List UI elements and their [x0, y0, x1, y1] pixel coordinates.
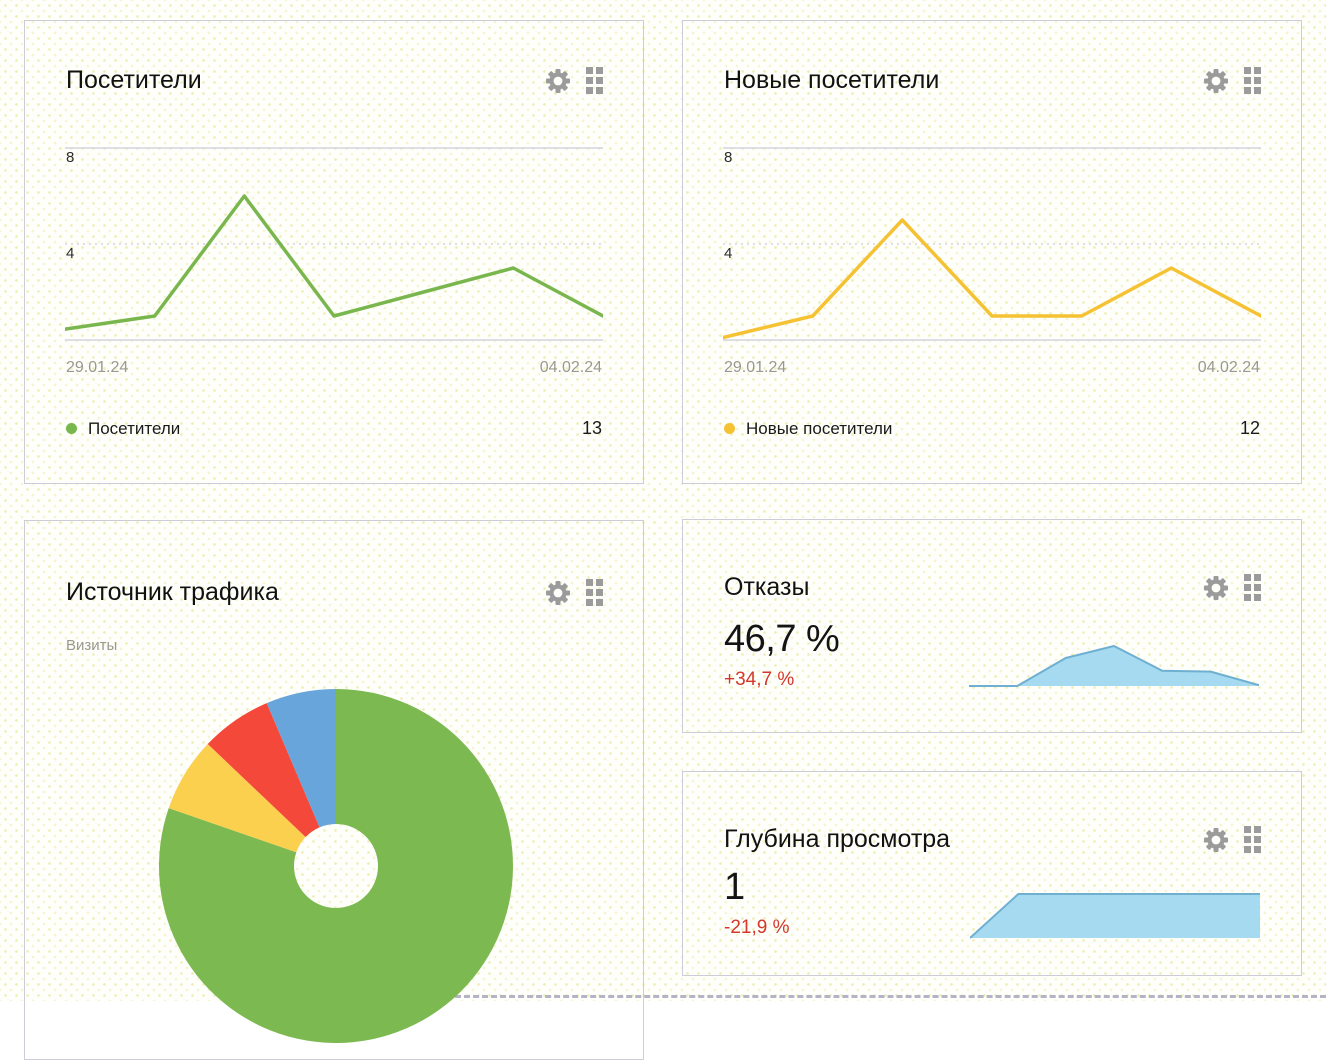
- widget-title: Посетители: [66, 66, 202, 94]
- widget-title: Новые посетители: [724, 66, 940, 94]
- x-axis-end-date: 04.02.24: [539, 359, 602, 376]
- traffic-source-donut-chart[interactable]: [151, 681, 521, 1051]
- widget-subtitle: Визиты: [66, 637, 118, 654]
- legend-label: Новые посетители: [746, 418, 893, 438]
- legend-dot: [66, 423, 77, 434]
- settings-gear-icon[interactable]: [1203, 827, 1229, 853]
- x-axis-labels: 29.01.24 04.02.24: [724, 359, 1260, 377]
- next-row-dashed-placeholder-line: [455, 995, 1326, 998]
- widget-controls: [1203, 574, 1261, 601]
- y-axis-tick: 4: [724, 245, 733, 262]
- y-axis-tick: 4: [66, 245, 75, 262]
- bounce-rate-change: +34,7 %: [724, 669, 795, 690]
- visitors-line-chart[interactable]: [65, 121, 603, 351]
- y-axis-tick: 8: [66, 149, 75, 166]
- widget-new-visitors-card: Новые посетители 8 4 29.01.24 04.02.24: [682, 20, 1302, 484]
- settings-gear-icon[interactable]: [1203, 575, 1229, 601]
- y-axis-tick: 8: [724, 149, 733, 166]
- widget-menu-dots-grid-icon[interactable]: [586, 67, 603, 94]
- widget-bounces-card: Отказы 46,7 % +34,7 %: [682, 519, 1302, 733]
- x-axis-start-date: 29.01.24: [66, 359, 129, 376]
- widget-visitors-card: Посетители 8 4 29.01.24 04.02.24 Посет: [24, 20, 644, 484]
- widget-controls: [545, 67, 603, 94]
- widget-title: Отказы: [724, 573, 810, 601]
- legend-label: Посетители: [88, 418, 181, 438]
- widget-controls: [1203, 826, 1261, 853]
- page-depth-change: -21,9 %: [724, 917, 790, 938]
- x-axis-end-date: 04.02.24: [1197, 359, 1260, 376]
- settings-gear-icon[interactable]: [545, 580, 571, 606]
- x-axis-labels: 29.01.24 04.02.24: [66, 359, 602, 377]
- legend-item[interactable]: Новые посетители 12: [724, 418, 1260, 439]
- widget-menu-dots-grid-icon[interactable]: [1244, 574, 1261, 601]
- widget-title: Источник трафика: [66, 578, 279, 606]
- widget-menu-dots-grid-icon[interactable]: [586, 579, 603, 606]
- settings-gear-icon[interactable]: [545, 68, 571, 94]
- widget-menu-dots-grid-icon[interactable]: [1244, 826, 1261, 853]
- legend-total: 12: [1239, 418, 1260, 438]
- new-visitors-line-chart[interactable]: [723, 121, 1261, 351]
- widget-page-depth-card: Глубина просмотра 1 -21,9 %: [682, 771, 1302, 976]
- legend-total: 13: [581, 418, 602, 438]
- bounce-rate-value: 46,7 %: [724, 618, 840, 660]
- settings-gear-icon[interactable]: [1203, 68, 1229, 94]
- page-depth-value: 1: [724, 866, 745, 908]
- widget-controls: [1203, 67, 1261, 94]
- legend-item[interactable]: Посетители 13: [66, 418, 602, 439]
- bounces-sparkline-chart[interactable]: [969, 644, 1259, 688]
- page-depth-sparkline-chart[interactable]: [970, 892, 1260, 940]
- x-axis-start-date: 29.01.24: [724, 359, 787, 376]
- widget-menu-dots-grid-icon[interactable]: [1244, 67, 1261, 94]
- widget-controls: [545, 579, 603, 606]
- legend-dot: [724, 423, 735, 434]
- widget-traffic-source-card: Источник трафика Визиты: [24, 520, 644, 1060]
- widget-title: Глубина просмотра: [724, 825, 951, 853]
